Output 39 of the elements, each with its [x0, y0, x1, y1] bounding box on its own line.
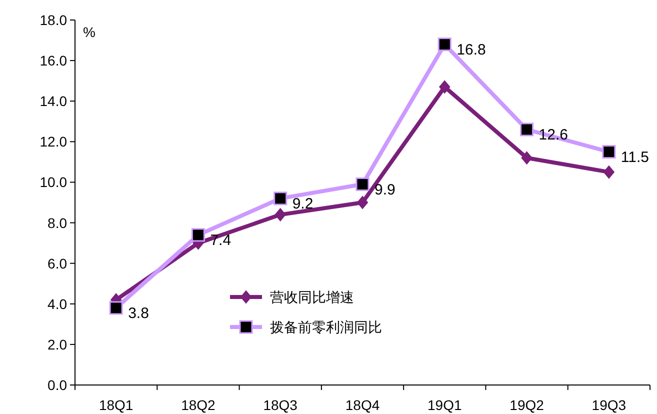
y-tick-label: 16.0	[40, 52, 68, 69]
y-axis-title: %	[83, 24, 96, 40]
data-label: 9.2	[292, 195, 314, 212]
y-tick-label: 4.0	[48, 296, 68, 312]
point	[274, 208, 286, 222]
legend-label: 拨备前零利润同比	[270, 319, 382, 335]
data-label: 12.6	[538, 126, 568, 144]
point	[602, 145, 616, 159]
x-tick-label: 18Q2	[181, 397, 216, 413]
y-tick-label: 2.0	[48, 336, 68, 352]
x-tick-label: 19Q3	[592, 397, 626, 413]
y-tick-label: 12.0	[40, 134, 68, 150]
y-tick-label: 6.0	[48, 255, 68, 272]
y-tick-label: 0.0	[48, 377, 68, 393]
point	[520, 122, 534, 136]
point	[274, 192, 288, 206]
point	[357, 196, 368, 209]
data-label: 7.4	[210, 232, 232, 249]
data-label: 16.8	[456, 41, 486, 58]
legend-label: 营收同比增速	[270, 289, 354, 305]
x-tick-label: 18Q3	[263, 397, 298, 413]
x-tick-label: 19Q2	[510, 397, 544, 413]
point	[191, 228, 205, 242]
y-tick-label: 14.0	[40, 93, 68, 110]
data-label: 9.9	[374, 181, 396, 198]
y-tick-label: 10.0	[40, 174, 68, 190]
x-tick-label: 18Q4	[345, 397, 380, 413]
x-tick-label: 18Q1	[98, 397, 134, 413]
data-label: 11.5	[620, 148, 650, 166]
data-label: 3.8	[128, 304, 149, 322]
point	[521, 151, 532, 164]
y-tick-label: 18.0	[40, 12, 68, 28]
x-tick-label: 19Q1	[428, 397, 462, 413]
point	[438, 38, 452, 52]
point	[439, 80, 450, 94]
point	[356, 178, 370, 191]
point	[109, 301, 123, 315]
y-tick-label: 8.0	[48, 214, 68, 231]
point	[603, 166, 614, 179]
